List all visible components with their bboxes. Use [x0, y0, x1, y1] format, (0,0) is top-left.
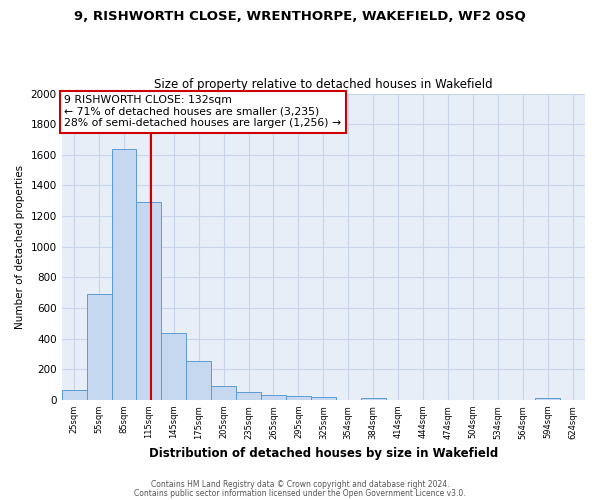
- Y-axis label: Number of detached properties: Number of detached properties: [15, 164, 25, 329]
- X-axis label: Distribution of detached houses by size in Wakefield: Distribution of detached houses by size …: [149, 447, 498, 460]
- Title: Size of property relative to detached houses in Wakefield: Size of property relative to detached ho…: [154, 78, 493, 91]
- Bar: [236, 392, 261, 400]
- Bar: [361, 398, 386, 400]
- Text: Contains public sector information licensed under the Open Government Licence v3: Contains public sector information licen…: [134, 488, 466, 498]
- Bar: [62, 390, 86, 400]
- Text: 9 RISHWORTH CLOSE: 132sqm
← 71% of detached houses are smaller (3,235)
28% of se: 9 RISHWORTH CLOSE: 132sqm ← 71% of detac…: [64, 95, 341, 128]
- Bar: [311, 397, 336, 400]
- Bar: [136, 202, 161, 400]
- Bar: [261, 396, 286, 400]
- Bar: [286, 396, 311, 400]
- Bar: [86, 294, 112, 400]
- Text: 9, RISHWORTH CLOSE, WRENTHORPE, WAKEFIELD, WF2 0SQ: 9, RISHWORTH CLOSE, WRENTHORPE, WAKEFIEL…: [74, 10, 526, 23]
- Bar: [112, 150, 136, 400]
- Bar: [161, 334, 186, 400]
- Bar: [535, 398, 560, 400]
- Bar: [211, 386, 236, 400]
- Bar: [186, 361, 211, 400]
- Text: Contains HM Land Registry data © Crown copyright and database right 2024.: Contains HM Land Registry data © Crown c…: [151, 480, 449, 489]
